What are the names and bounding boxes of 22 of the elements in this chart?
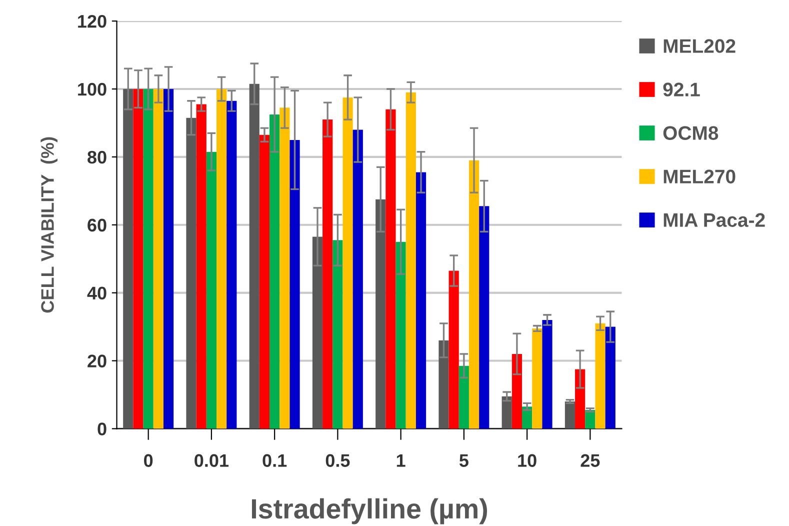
legend-label: MIA Paca-2 (664, 213, 765, 227)
x-tick-label: 0.01 (194, 454, 229, 467)
y-tick-label: 40 (87, 286, 106, 300)
y-tick-label: 120 (78, 14, 106, 28)
y-tick-label: 100 (78, 82, 106, 96)
x-tick-label: 10 (518, 454, 536, 467)
x-tick-label: 25 (580, 454, 600, 467)
x-tick-label: 0 (144, 454, 153, 467)
x-tick-label: 0.1 (262, 454, 287, 467)
x-tick-label: 5 (459, 454, 468, 467)
y-tick-label: 80 (88, 150, 106, 164)
y-tick-label: 20 (88, 354, 106, 368)
x-tick-label: 1 (396, 454, 406, 467)
legend-label: MEL202 (664, 39, 736, 53)
legend-label: OCM8 (663, 126, 718, 140)
legend-label: MEL270 (664, 170, 736, 184)
legend-label: 92.1 (663, 82, 700, 96)
y-tick-label: 0 (98, 422, 106, 436)
x-tick-label: 0.5 (326, 454, 350, 467)
y-tick-label: 60 (88, 218, 106, 232)
y-axis-title: CELL VIABILITY (%) (40, 137, 58, 313)
x-axis-title: Istradefylline (µm) (252, 498, 488, 524)
